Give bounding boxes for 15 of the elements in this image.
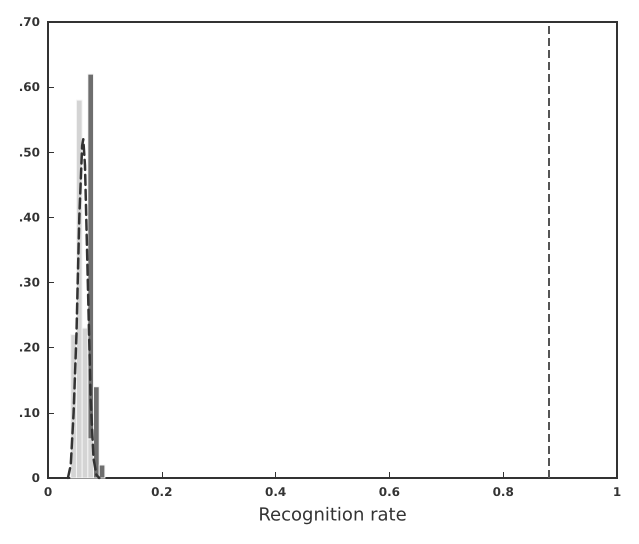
x-tick-label: 1 xyxy=(612,485,622,499)
y-tick-label: 0 xyxy=(32,471,40,485)
y-tick-label: .50 xyxy=(18,145,40,160)
y-tick-label: .10 xyxy=(18,406,40,420)
x-tick-label: 0.2 xyxy=(151,485,172,499)
y-tick-label: .70 xyxy=(18,15,40,29)
x-tick-label: 0.4 xyxy=(264,485,286,499)
x-tick-label: 0.8 xyxy=(492,485,514,499)
y-tick-label: .40 xyxy=(18,210,40,224)
x-axis-title: Recognition rate xyxy=(258,504,407,526)
x-tick-label: 0 xyxy=(44,485,52,499)
y-tick-label: .60 xyxy=(18,80,40,94)
y-tick-label: .30 xyxy=(18,276,40,290)
y-tick-label: .20 xyxy=(18,340,40,355)
x-tick-label: 0.6 xyxy=(378,485,400,499)
